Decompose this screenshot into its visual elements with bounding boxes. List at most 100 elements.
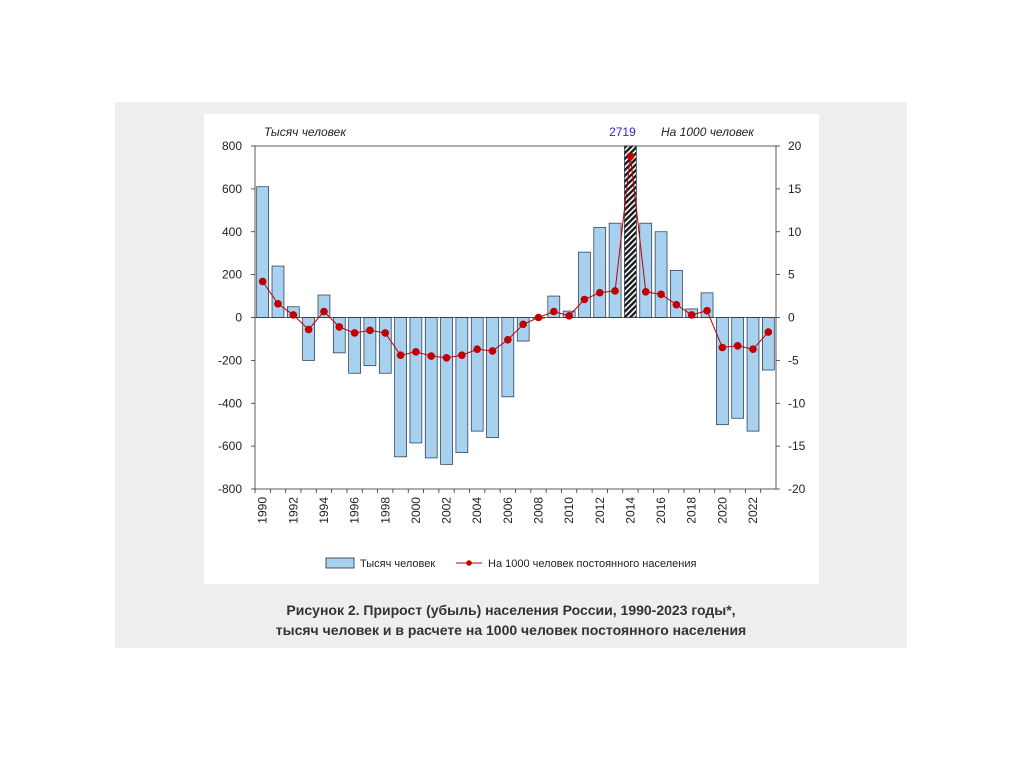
x-tick-label: 2022: [746, 497, 760, 524]
left-axis-label: Тысяч человек: [264, 125, 347, 139]
x-tick-label: 1990: [256, 497, 270, 524]
right-axis-label: На 1000 человек: [661, 125, 755, 139]
x-tick-label: 1994: [317, 497, 331, 524]
x-tick-label: 2016: [654, 497, 668, 524]
right-tick-label: -20: [788, 482, 806, 496]
x-tick-label: 2020: [715, 497, 729, 524]
rate-point-2019: [703, 306, 711, 315]
left-tick-label: -400: [218, 396, 242, 410]
axes: 8006004002000-200-400-600-80020151050-5-…: [218, 139, 806, 524]
right-tick-label: -10: [788, 396, 806, 410]
bar-1999: [394, 317, 407, 458]
left-tick-label: -600: [218, 439, 242, 453]
bar-2015: [639, 222, 653, 318]
legend-bar-swatch: [325, 557, 355, 569]
rate-point-2010: [565, 311, 573, 320]
rate-point-2017: [672, 300, 681, 309]
rate-point-2016: [657, 290, 665, 299]
left-tick-label: 600: [222, 182, 242, 196]
left-tick-label: -800: [218, 482, 242, 496]
rate-point-2005: [488, 347, 497, 355]
rate-point-1992: [289, 311, 298, 319]
x-tick-label: 2018: [685, 497, 699, 524]
right-tick-label: 20: [788, 139, 802, 153]
rate-point-1993: [304, 325, 313, 334]
right-tick-label: 15: [788, 182, 802, 196]
rate-point-1991: [274, 299, 282, 308]
rate-point-1999: [396, 351, 405, 360]
x-tick-label: 1998: [378, 497, 392, 524]
x-tick-label: 2002: [440, 497, 454, 524]
rate-point-2008: [534, 313, 543, 322]
bar-2004: [470, 317, 484, 432]
rate-point-2012: [595, 288, 604, 297]
bar-2021: [731, 317, 745, 419]
bar-2002: [440, 317, 453, 465]
bars: [255, 145, 776, 465]
rate-point-2007: [519, 320, 527, 329]
bar-2003: [455, 317, 469, 453]
bar-2023: [762, 317, 775, 371]
left-tick-label: 0: [235, 311, 242, 325]
rate-line: [262, 156, 769, 359]
bar-2013: [608, 222, 622, 318]
rate-point-2009: [550, 307, 558, 316]
rate-point-2002: [442, 354, 451, 362]
rate-point-1994: [320, 307, 328, 316]
bar-highlight-2014: [624, 145, 637, 318]
rate-point-1998: [381, 329, 390, 337]
rate-point-2001: [427, 352, 436, 360]
bar-1998: [378, 317, 392, 374]
rate-point-2011: [580, 295, 589, 304]
bar-2016: [654, 231, 668, 318]
left-tick-label: 400: [222, 225, 242, 239]
right-tick-label: -5: [788, 353, 799, 367]
left-tick-label: -200: [218, 353, 242, 367]
x-tick-label: 1996: [348, 497, 362, 524]
rate-point-2018: [687, 311, 696, 319]
rate-point-2023: [764, 328, 773, 336]
x-tick-label: 1992: [286, 497, 300, 524]
rate-point-2014: [626, 152, 635, 161]
legend-line-marker: [466, 560, 472, 566]
right-tick-label: 5: [788, 268, 795, 282]
rate-point-2004: [473, 345, 481, 354]
bar-2005: [486, 317, 499, 438]
figure-caption: Рисунок 2. Прирост (убыль) населения Рос…: [115, 600, 907, 640]
rate-point-1997: [366, 326, 374, 335]
bar-2012: [593, 227, 607, 318]
legend-bar-label: Тысяч человек: [360, 558, 435, 570]
chart: 8006004002000-200-400-600-80020151050-5-…: [218, 125, 806, 570]
rate-point-2003: [458, 351, 466, 360]
x-tick-label: 2000: [409, 497, 423, 524]
rate-point-1990: [258, 277, 267, 286]
bar-1996: [348, 317, 361, 374]
rate-point-1995: [335, 323, 344, 331]
caption-line-1: Рисунок 2. Прирост (убыль) населения Рос…: [286, 602, 736, 618]
x-tick-label: 2006: [501, 497, 515, 524]
left-tick-label: 200: [222, 268, 242, 282]
bar-2022: [746, 317, 760, 432]
highlight-value-label: 2719: [609, 125, 636, 139]
left-tick-label: 800: [222, 139, 242, 153]
bar-1991: [271, 265, 285, 318]
bar-2001: [424, 317, 438, 459]
legend: Тысяч человек На 1000 человек постоянног…: [325, 557, 696, 570]
rate-point-2006: [504, 336, 512, 344]
rate-point-2000: [412, 348, 420, 356]
right-tick-label: 10: [788, 225, 802, 239]
bar-2006: [501, 317, 515, 398]
x-tick-label: 2014: [623, 497, 637, 524]
caption-line-2: тысяч человек и в расчете на 1000 челове…: [275, 622, 747, 638]
right-tick-label: 0: [788, 311, 795, 325]
bar-1997: [363, 317, 377, 367]
bar-2017: [670, 269, 683, 318]
right-tick-label: -15: [788, 439, 806, 453]
x-tick-label: 2012: [593, 497, 607, 524]
bar-2000: [409, 317, 423, 444]
rate-point-1996: [350, 329, 359, 337]
rate-point-2022: [749, 345, 757, 354]
rate-point-2020: [718, 343, 727, 352]
x-tick-label: 2010: [562, 497, 576, 524]
line-series: [258, 152, 773, 362]
